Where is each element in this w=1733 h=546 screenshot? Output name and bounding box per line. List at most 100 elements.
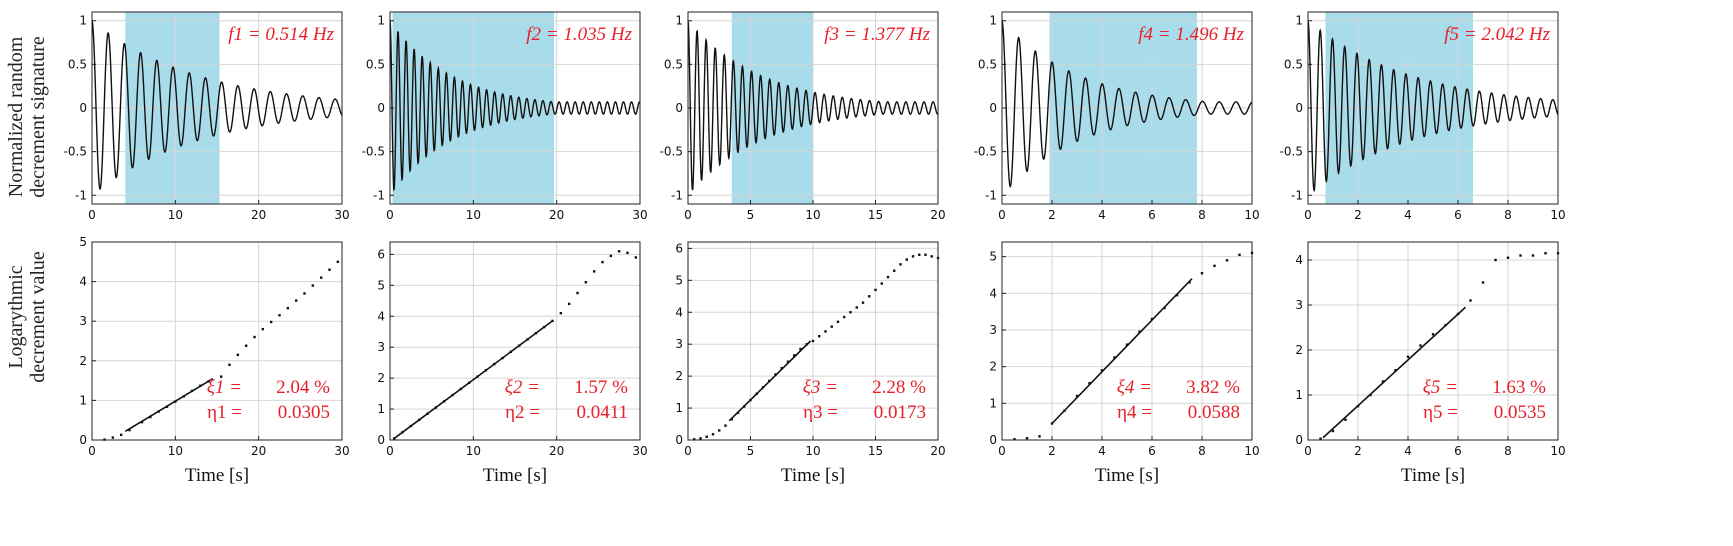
signature-y-tick-label: -0.5 (974, 145, 997, 159)
log-decrement-y-tick-label: 0 (79, 433, 87, 447)
data-point (861, 301, 865, 304)
signature-x-tick-label: 10 (466, 208, 481, 222)
loss-factor-label: η1 = (207, 402, 242, 423)
log-decrement-x-tick-label: 0 (88, 444, 96, 458)
x-axis-label: Time [s] (1401, 465, 1465, 486)
log-decrement-x-tick-label: 10 (805, 444, 820, 458)
data-point (874, 288, 877, 292)
log-decrement-x-tick-label: 0 (998, 444, 1006, 458)
data-point (1381, 380, 1385, 383)
fit-line (124, 377, 214, 432)
mode-4-column: 0 2 4 6 8 10 -1 -0.5 0 0.5 1 f4 = 1.496 Hz 0 2 4 6 8 10 0 1… (974, 11, 1260, 486)
frequency-label: f2 = 1.035 Hz (526, 24, 632, 45)
log-decrement-y-tick-label: 3 (377, 340, 385, 354)
data-point (286, 306, 290, 310)
log-decrement-y-tick-label: 4 (1295, 253, 1303, 267)
signature-y-tick-label: 0 (1295, 101, 1303, 115)
signature-y-tick-label: 1 (79, 14, 87, 28)
log-decrement-y-tick-label: 6 (377, 247, 385, 261)
damping-ratio-label: ξ3 = (803, 377, 838, 398)
log-decrement-x-tick-label: 8 (1198, 444, 1206, 458)
signature-frame (1307, 11, 1559, 205)
signature-y-tick-label: 0.5 (664, 57, 683, 71)
signature-y-tick-label: -1 (671, 188, 683, 202)
log-decrement-x-tick-label: 6 (1148, 444, 1156, 458)
loss-factor-value: 0.0305 (278, 402, 330, 423)
log-decrement-y-tick-label: 4 (675, 305, 683, 319)
signature-x-tick-label: 30 (632, 208, 647, 222)
data-point (253, 335, 256, 339)
data-point (1013, 438, 1016, 441)
y-label-top-line-1: Normalized random (5, 36, 27, 197)
signature-x-tick-label: 2 (1048, 208, 1056, 222)
data-point (818, 335, 821, 338)
signature-x-tick-label: 5 (747, 208, 755, 222)
mode-5-log-decrement-chart: 0 2 4 6 8 10 0 1 2 3 4 ξ5 = 1.63 % η5 = 0.0535 Time [s] (1295, 241, 1566, 486)
log-decrement-x-tick-label: 20 (549, 444, 564, 458)
log-decrement-y-tick-label: 6 (675, 241, 683, 255)
x-axis-label: Time [s] (483, 465, 547, 486)
data-point (849, 311, 852, 314)
data-point (830, 325, 833, 328)
y-label-top-line-2: decrement signature (27, 36, 49, 198)
data-point (786, 360, 790, 363)
log-decrement-frame (1001, 241, 1253, 441)
data-point (244, 344, 248, 347)
data-point (880, 282, 883, 285)
signature-y-tick-label: 0 (377, 101, 385, 115)
signature-y-tick-label: 1 (377, 14, 385, 28)
data-point (1394, 369, 1397, 372)
log-decrement-y-tick-label: 1 (1295, 388, 1303, 402)
log-decrement-y-tick-label: 3 (1295, 298, 1303, 312)
data-point (1419, 344, 1422, 347)
data-point (793, 354, 796, 357)
data-point (1544, 252, 1547, 255)
signature-x-tick-label: 4 (1404, 208, 1412, 222)
signature-x-tick-label: 8 (1504, 208, 1512, 222)
signature-x-tick-label: 6 (1454, 208, 1462, 222)
signature-frame (1001, 11, 1253, 205)
log-decrement-x-tick-label: 10 (168, 444, 183, 458)
log-decrement-y-tick-label: 4 (79, 275, 87, 289)
data-point (718, 429, 721, 432)
log-decrement-x-tick-label: 5 (747, 444, 755, 458)
log-decrement-y-tick-label: 4 (989, 286, 997, 300)
data-point (1481, 281, 1485, 284)
loss-factor-label: η5 = (1423, 402, 1458, 423)
log-decrement-plot-area (1002, 242, 1252, 440)
damping-ratio-value: 3.82 % (1186, 377, 1240, 398)
signature-x-tick-label: 0 (386, 208, 394, 222)
damping-ratio-label: ξ2 = (505, 377, 540, 398)
signature-y-tick-label: 0.5 (366, 57, 385, 71)
signature-y-tick-label: -1 (373, 188, 385, 202)
data-point (617, 250, 621, 253)
mode-3-log-decrement-chart: 0 5 10 15 20 0 1 2 3 4 5 6 ξ3 = 2.28 % η3 = 0.0173 Time … (675, 241, 945, 486)
data-point (911, 255, 915, 258)
data-point (1075, 394, 1079, 398)
data-point (236, 353, 240, 357)
signature-y-tick-label: 0 (989, 101, 997, 115)
frequency-label: f4 = 1.496 Hz (1138, 24, 1244, 45)
mode-1-signature-chart: 0 10 20 30 -1 -0.5 0 0.5 1 f1 = 0.514 Hz (64, 11, 350, 222)
signature-y-tick-label: 1 (989, 14, 997, 28)
data-point (868, 295, 871, 298)
data-point (1469, 299, 1472, 302)
data-point (1100, 369, 1104, 372)
data-point (278, 314, 281, 317)
log-decrement-y-tick-label: 0 (675, 433, 683, 447)
data-point (567, 302, 571, 306)
data-point (601, 260, 604, 264)
data-point (893, 269, 896, 272)
data-point (311, 284, 315, 287)
data-point (918, 253, 921, 256)
log-decrement-x-tick-label: 20 (251, 444, 266, 458)
data-point (1238, 253, 1241, 257)
log-decrement-plot-area (1308, 242, 1558, 440)
log-decrement-x-tick-label: 0 (386, 444, 394, 458)
log-decrement-frame (389, 241, 641, 441)
data-point (576, 291, 579, 295)
x-axis-label: Time [s] (185, 465, 249, 486)
data-point (228, 363, 231, 366)
